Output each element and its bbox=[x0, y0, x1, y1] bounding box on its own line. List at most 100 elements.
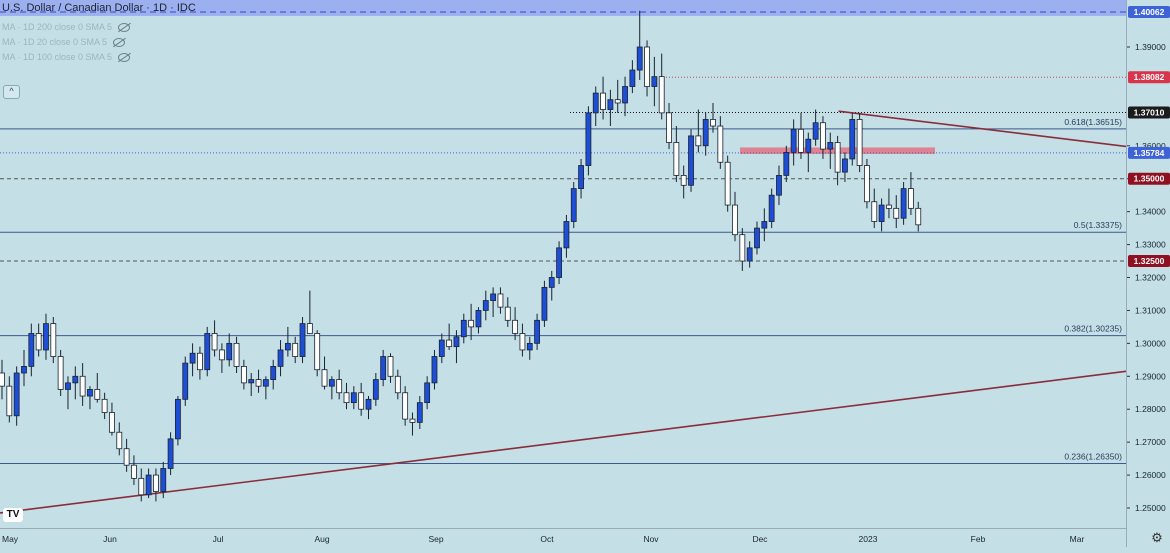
candle-body bbox=[6, 385, 13, 417]
ma-200-indicator[interactable]: MA · 1D 200 close 0 SMA 5 bbox=[2, 22, 131, 32]
ma-100-indicator[interactable]: MA · 1D 100 close 0 SMA 5 bbox=[2, 52, 131, 62]
candle-43 bbox=[314, 330, 321, 377]
candle-body bbox=[805, 138, 812, 153]
candle-body bbox=[13, 372, 20, 417]
candle-14 bbox=[101, 392, 108, 420]
candle-50 bbox=[365, 396, 372, 420]
candle-82 bbox=[600, 76, 606, 120]
collapse-indicators-button[interactable]: ^ bbox=[3, 85, 20, 99]
candle-body bbox=[446, 339, 453, 348]
candle-body bbox=[607, 99, 614, 110]
candle-104 bbox=[761, 208, 768, 242]
candle-body bbox=[123, 448, 130, 466]
candle-13 bbox=[94, 372, 101, 403]
candle-68 bbox=[497, 287, 504, 314]
price-label: 1.32500 bbox=[1134, 256, 1165, 266]
candle-75 bbox=[548, 270, 555, 301]
y-tick-label: 1.31000 bbox=[1135, 305, 1166, 315]
candle-57 bbox=[416, 396, 423, 429]
candle-20 bbox=[145, 468, 152, 499]
candle-59 bbox=[431, 349, 438, 390]
candle-body bbox=[109, 412, 115, 433]
support-trendline bbox=[0, 370, 1126, 514]
candle-body bbox=[409, 418, 416, 423]
candle-body bbox=[277, 349, 284, 367]
y-tick-label: 1.27000 bbox=[1135, 437, 1166, 447]
candle-95 bbox=[695, 109, 702, 153]
candle-76 bbox=[556, 241, 562, 285]
candle-93 bbox=[680, 165, 687, 199]
candle-body bbox=[197, 352, 203, 371]
candle-96 bbox=[702, 112, 709, 156]
tradingview-logo[interactable]: TV bbox=[3, 508, 23, 522]
ma-20-label: MA · 1D 20 close 0 SMA 5 bbox=[2, 37, 108, 47]
y-tick-label: 1.30000 bbox=[1135, 338, 1166, 348]
candle-body bbox=[233, 342, 240, 367]
candle-body bbox=[732, 204, 738, 236]
eye-hidden-icon[interactable] bbox=[118, 52, 131, 62]
candle-body bbox=[43, 323, 49, 351]
candle-77 bbox=[563, 214, 570, 258]
time-axis[interactable]: May Jun Jul Aug Sep Oct Nov Dec 2023 Feb Mar bbox=[0, 528, 1126, 548]
price-label-box-0 bbox=[1128, 6, 1170, 19]
candle-body bbox=[776, 175, 782, 196]
candle-body bbox=[710, 119, 716, 127]
eye-hidden-icon[interactable] bbox=[118, 22, 131, 32]
candle-94 bbox=[688, 129, 694, 192]
candle-119 bbox=[871, 188, 878, 229]
candle-body bbox=[189, 352, 196, 364]
candle-118 bbox=[864, 158, 870, 209]
ma-20-indicator[interactable]: MA · 1D 20 close 0 SMA 5 bbox=[2, 37, 126, 47]
price-chart[interactable]: 0.618(1.36515) 0.5(1.33375) 0.382(1.30235)… bbox=[0, 0, 1126, 528]
candle-body bbox=[724, 161, 731, 206]
candle-109 bbox=[798, 112, 804, 159]
candle-body bbox=[50, 323, 57, 357]
candle-4 bbox=[28, 323, 35, 377]
candle-body bbox=[79, 375, 86, 397]
eye-hidden-icon[interactable] bbox=[113, 37, 126, 47]
candle-body bbox=[842, 158, 848, 173]
price-axis[interactable]: 1.25000 1.26000 1.27000 1.28000 1.29000 1.300… bbox=[1126, 0, 1170, 547]
candle-79 bbox=[578, 158, 584, 199]
candle-60 bbox=[438, 333, 445, 364]
candle-87 bbox=[636, 10, 643, 80]
candle-body bbox=[306, 323, 313, 334]
chart-plot-area[interactable]: 0.618(1.36515) 0.5(1.33375) 0.382(1.30235)… bbox=[0, 0, 1126, 528]
candle-body bbox=[175, 398, 181, 440]
candle-30 bbox=[218, 343, 225, 373]
candle-90 bbox=[658, 53, 665, 120]
gear-icon[interactable]: ⚙ bbox=[1151, 530, 1163, 545]
candle-body bbox=[790, 128, 797, 153]
candle-body bbox=[900, 188, 907, 219]
candle-body bbox=[240, 366, 247, 384]
candle-27 bbox=[197, 346, 203, 380]
candle-1 bbox=[6, 376, 13, 423]
candle-86 bbox=[629, 60, 636, 94]
candle-body bbox=[402, 392, 409, 420]
resistance-trendline bbox=[838, 110, 1126, 148]
candle-body bbox=[460, 319, 467, 338]
candle-21 bbox=[153, 468, 159, 502]
candle-body bbox=[563, 221, 570, 249]
price-label-box-5 bbox=[1128, 255, 1170, 268]
candle-body bbox=[636, 46, 643, 71]
candle-42 bbox=[306, 290, 313, 334]
candle-body bbox=[856, 119, 863, 166]
candle-112 bbox=[820, 116, 826, 159]
candle-body bbox=[138, 477, 145, 496]
candle-45 bbox=[328, 376, 335, 400]
candle-body bbox=[153, 474, 159, 492]
candle-5 bbox=[35, 323, 42, 357]
candle-107 bbox=[783, 145, 790, 183]
candle-body bbox=[116, 431, 123, 450]
x-tick-label: Oct bbox=[540, 534, 554, 544]
candle-body bbox=[541, 286, 548, 321]
price-label: 1.37010 bbox=[1134, 108, 1165, 118]
candle-body bbox=[482, 300, 489, 311]
candle-121 bbox=[886, 188, 892, 219]
candle-83 bbox=[607, 89, 614, 127]
candle-body bbox=[644, 46, 650, 87]
candle-body bbox=[328, 379, 335, 387]
candle-49 bbox=[358, 382, 365, 416]
candle-body bbox=[600, 92, 606, 110]
